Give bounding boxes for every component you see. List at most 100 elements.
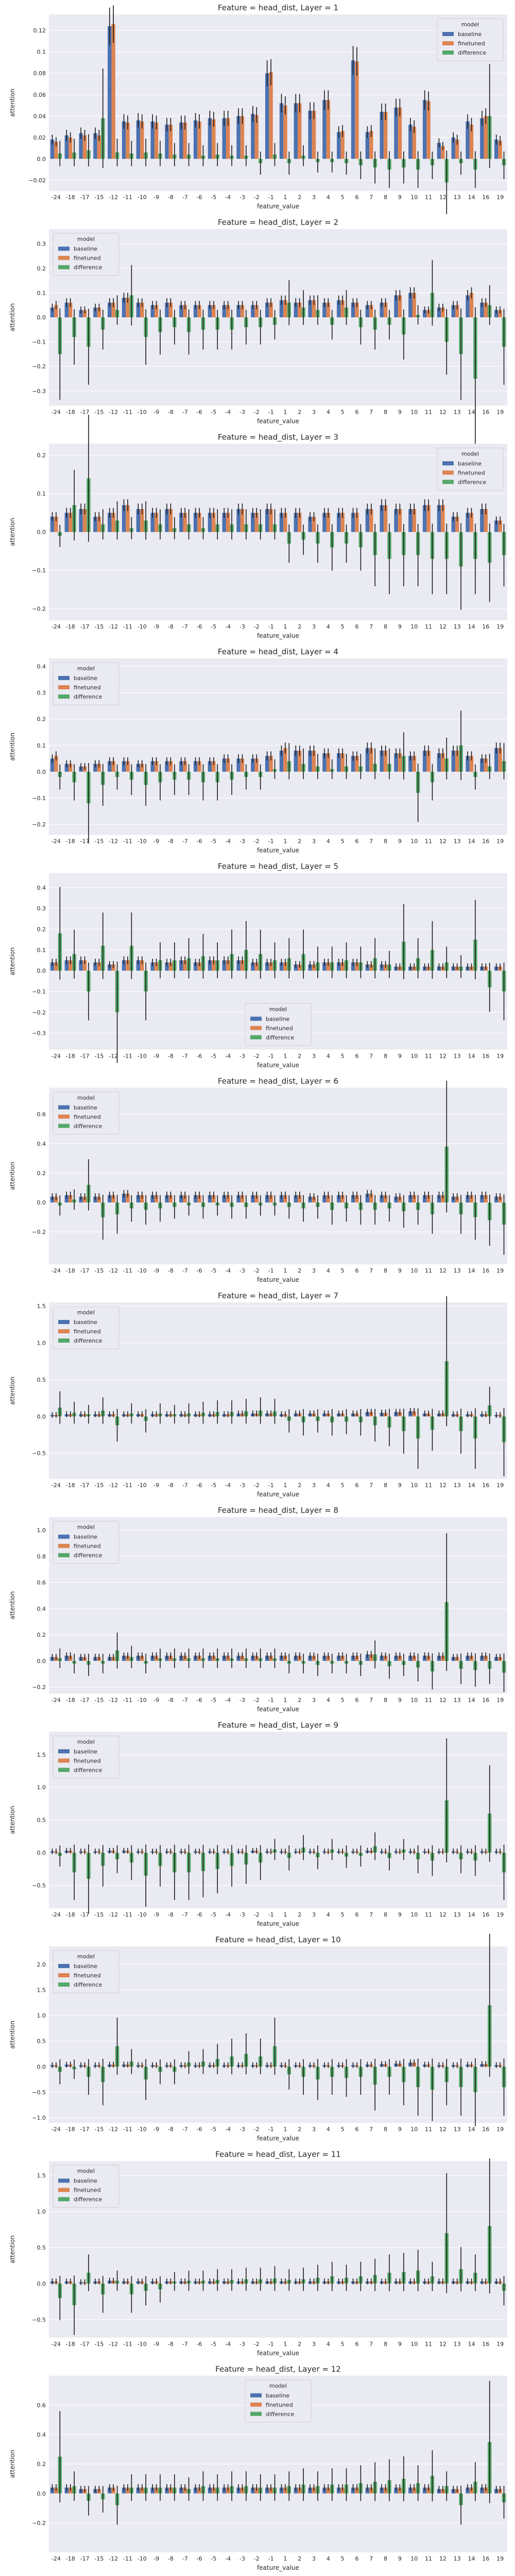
legend-swatch (250, 2412, 262, 2416)
bar-finetuned (469, 756, 474, 772)
x-tick-label: -15 (94, 1267, 104, 1274)
bar-baseline (208, 761, 212, 772)
bar-finetuned (383, 505, 388, 532)
bar-baseline (380, 111, 384, 159)
legend-swatch (58, 246, 70, 251)
bar-finetuned (197, 121, 201, 159)
bar-baseline (64, 135, 69, 159)
legend-title: model (77, 665, 95, 672)
bar-finetuned (183, 122, 187, 159)
x-tick-label: -15 (94, 1697, 104, 1703)
bar-baseline (422, 1195, 427, 1203)
x-tick-label: 13 (454, 1267, 461, 1274)
x-tick-label: 13 (454, 2555, 461, 2562)
x-tick-label: -12 (109, 2555, 118, 2562)
x-tick-label: -3 (239, 2341, 245, 2347)
bar-baseline (265, 756, 269, 772)
legend-swatch (442, 480, 454, 484)
x-tick-label: 3 (312, 1911, 316, 1918)
x-tick-label: 9 (398, 838, 402, 845)
bar-finetuned (312, 110, 316, 159)
bar-baseline (122, 505, 126, 532)
bar-finetuned (82, 960, 87, 971)
x-tick-label: 12 (439, 1911, 447, 1918)
x-tick-label: 14 (468, 2341, 475, 2347)
bar-finetuned (54, 962, 58, 971)
legend-label: finetuned (266, 1025, 293, 1031)
x-tick-label: -10 (138, 2126, 147, 2133)
bar-finetuned (369, 131, 373, 159)
x-tick-label: -8 (168, 409, 174, 415)
bar-baseline (222, 758, 226, 772)
bar-baseline (122, 960, 126, 971)
bar-baseline (50, 139, 55, 159)
bar-finetuned (197, 305, 201, 317)
y-tick-label: 0.5 (37, 1377, 46, 1383)
bar-finetuned (254, 1195, 259, 1203)
x-tick-label: -15 (94, 194, 104, 201)
bar-baseline (265, 962, 269, 971)
legend-box (53, 1306, 119, 1349)
chart-panel: −0.2 0.0 0.2 0.4 0.6 0.8 1.0 Feature = head_dis… (9, 1506, 507, 1713)
x-tick-label: 9 (398, 2555, 402, 2562)
x-tick-label: 11 (425, 2341, 432, 2347)
bar-finetuned (154, 962, 159, 971)
x-tick-label: -7 (182, 194, 188, 201)
y-tick-label: 0.0 (37, 2063, 46, 2070)
bar-finetuned (126, 761, 130, 772)
x-tick-label: 3 (312, 623, 316, 630)
x-tick-label: -24 (52, 1911, 61, 1918)
legend-swatch (442, 32, 454, 36)
bar-finetuned (355, 962, 359, 971)
x-tick-label: -10 (138, 1267, 147, 1274)
bar-baseline (451, 137, 455, 159)
x-tick-label: 9 (398, 1267, 402, 1274)
y-tick-label: −0.5 (32, 2089, 46, 2096)
x-tick-label: 4 (327, 623, 330, 630)
bar-finetuned (240, 960, 245, 971)
bar-finetuned (369, 1193, 373, 1203)
bar-baseline (251, 114, 255, 159)
bar-finetuned (254, 305, 259, 317)
x-tick-label: 16 (482, 194, 489, 201)
y-tick-label: −0.5 (32, 2316, 46, 2323)
legend-title: model (461, 21, 479, 28)
bar-baseline (251, 305, 255, 317)
bar-finetuned (226, 960, 230, 971)
legend-label: baseline (74, 675, 97, 682)
x-tick-label: 7 (369, 2341, 373, 2347)
bar-baseline (108, 26, 112, 159)
x-tick-label: 19 (496, 2555, 504, 2562)
bar-baseline (50, 758, 55, 772)
x-tick-label: -1 (268, 2126, 274, 2133)
bar-finetuned (111, 302, 115, 317)
bar-baseline (422, 310, 427, 317)
bar-baseline (365, 748, 370, 772)
bar-baseline (322, 962, 327, 971)
x-tick-label: 1 (283, 1482, 287, 1489)
bar-finetuned (340, 300, 345, 317)
x-tick-label: -10 (138, 1697, 147, 1703)
legend-label: finetuned (74, 1543, 101, 1550)
x-tick-label: 8 (384, 409, 387, 415)
bar-finetuned (269, 1195, 273, 1203)
bar-finetuned (441, 1195, 445, 1203)
y-tick-label: 1.5 (37, 1303, 46, 1310)
x-tick-label: -24 (52, 2341, 61, 2347)
x-axis-label: feature_value (257, 2135, 299, 2142)
bar-finetuned (111, 24, 115, 159)
x-tick-label: -9 (153, 194, 159, 201)
x-tick-label: -11 (123, 2341, 132, 2347)
bar-finetuned (398, 295, 402, 317)
legend-label: difference (74, 1123, 102, 1129)
legend-label: finetuned (74, 255, 101, 262)
x-tick-label: 2 (298, 1911, 301, 1918)
legend-swatch (58, 1768, 70, 1772)
x-tick-label: -15 (94, 409, 104, 415)
legend-swatch (58, 1534, 70, 1539)
x-tick-label: -18 (66, 2555, 75, 2562)
x-tick-label: -4 (225, 194, 231, 201)
bar-baseline (380, 751, 384, 772)
x-tick-label: 3 (312, 194, 316, 201)
bar-baseline (322, 100, 327, 159)
